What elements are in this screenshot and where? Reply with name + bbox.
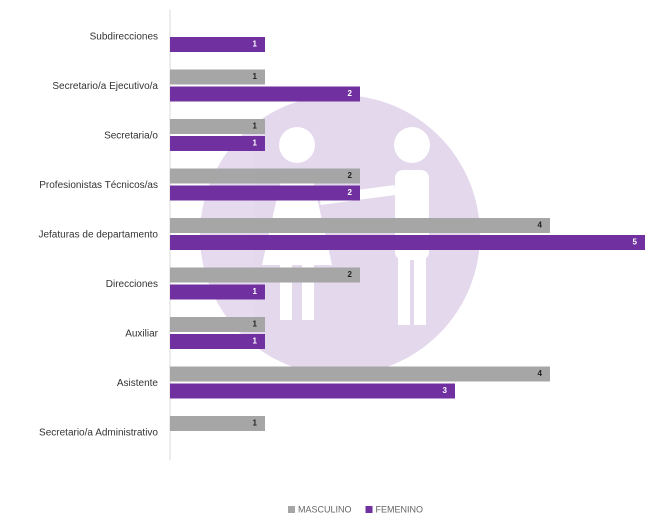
value-label: 2 — [348, 188, 353, 197]
bar — [170, 218, 550, 233]
category-label: Profesionistas Técnicos/as — [39, 180, 158, 191]
category-label: Auxiliar — [125, 329, 158, 340]
category-label: Secretaria/o — [104, 131, 158, 142]
value-label: 1 — [253, 139, 258, 148]
bar — [170, 168, 360, 184]
bar — [170, 383, 455, 399]
value-label: 4 — [538, 369, 543, 378]
bar — [170, 69, 265, 85]
category-label: Secretario/a Administrativo — [39, 428, 158, 439]
value-label: 1 — [253, 40, 258, 49]
value-label: 3 — [443, 386, 448, 395]
bar — [170, 334, 265, 349]
value-label: 1 — [253, 122, 258, 131]
bar — [170, 366, 550, 382]
category-label: Subdirecciones — [90, 32, 158, 43]
value-label: 2 — [348, 171, 353, 180]
bar — [170, 185, 360, 201]
category-label: Direcciones — [106, 279, 158, 290]
bar — [170, 416, 265, 431]
category-label: Secretario/a Ejecutivo/a — [52, 81, 158, 92]
category-label: Asistente — [117, 378, 159, 389]
legend-swatch — [288, 506, 295, 513]
bar — [170, 119, 265, 134]
value-label: 4 — [538, 221, 543, 230]
bar — [170, 317, 265, 332]
bar — [170, 235, 645, 250]
value-label: 1 — [253, 72, 258, 81]
value-label: 1 — [253, 337, 258, 346]
bar — [170, 284, 265, 300]
legend-swatch — [365, 506, 373, 513]
value-label: 1 — [253, 287, 258, 296]
legend-label: FEMENINO — [376, 504, 424, 514]
bar — [170, 86, 360, 102]
value-label: 5 — [633, 238, 638, 247]
value-label: 2 — [348, 270, 353, 279]
legend-label: MASCULINO — [298, 504, 352, 514]
value-label: 1 — [253, 320, 258, 329]
value-label: 1 — [253, 419, 258, 428]
value-label: 2 — [348, 89, 353, 98]
bar — [170, 267, 360, 283]
category-label: Jefaturas de departamento — [38, 230, 158, 241]
bar — [170, 37, 265, 52]
bar — [170, 136, 265, 151]
